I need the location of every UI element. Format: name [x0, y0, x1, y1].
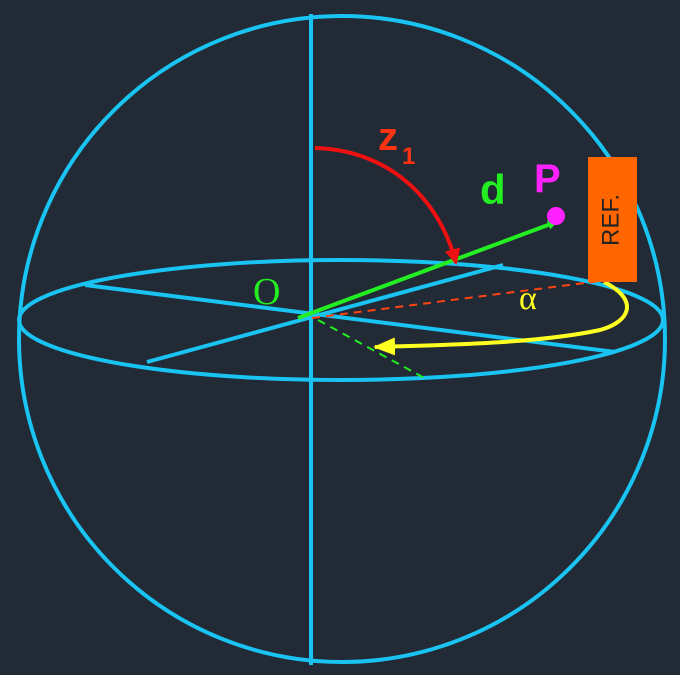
- point-label: P: [534, 157, 561, 201]
- equator: [17, 258, 665, 382]
- sphere-outline: [17, 14, 667, 664]
- projection-line: [317, 319, 429, 381]
- zenith-subscript: 1: [402, 143, 415, 170]
- zenith-label: z: [378, 115, 398, 159]
- azimuth-arc: [373, 280, 629, 356]
- horizontal-axis: [146, 263, 504, 364]
- distance-label: d: [480, 166, 506, 213]
- reference-line: [311, 280, 601, 319]
- distance-vector: [297, 220, 558, 320]
- origin-label: O: [253, 271, 280, 313]
- azimuth-label: α: [519, 280, 537, 317]
- zenith-arc: [314, 146, 461, 265]
- point-p: [547, 207, 565, 225]
- reference-box: [588, 157, 637, 282]
- reference-label: REF.: [597, 194, 624, 246]
